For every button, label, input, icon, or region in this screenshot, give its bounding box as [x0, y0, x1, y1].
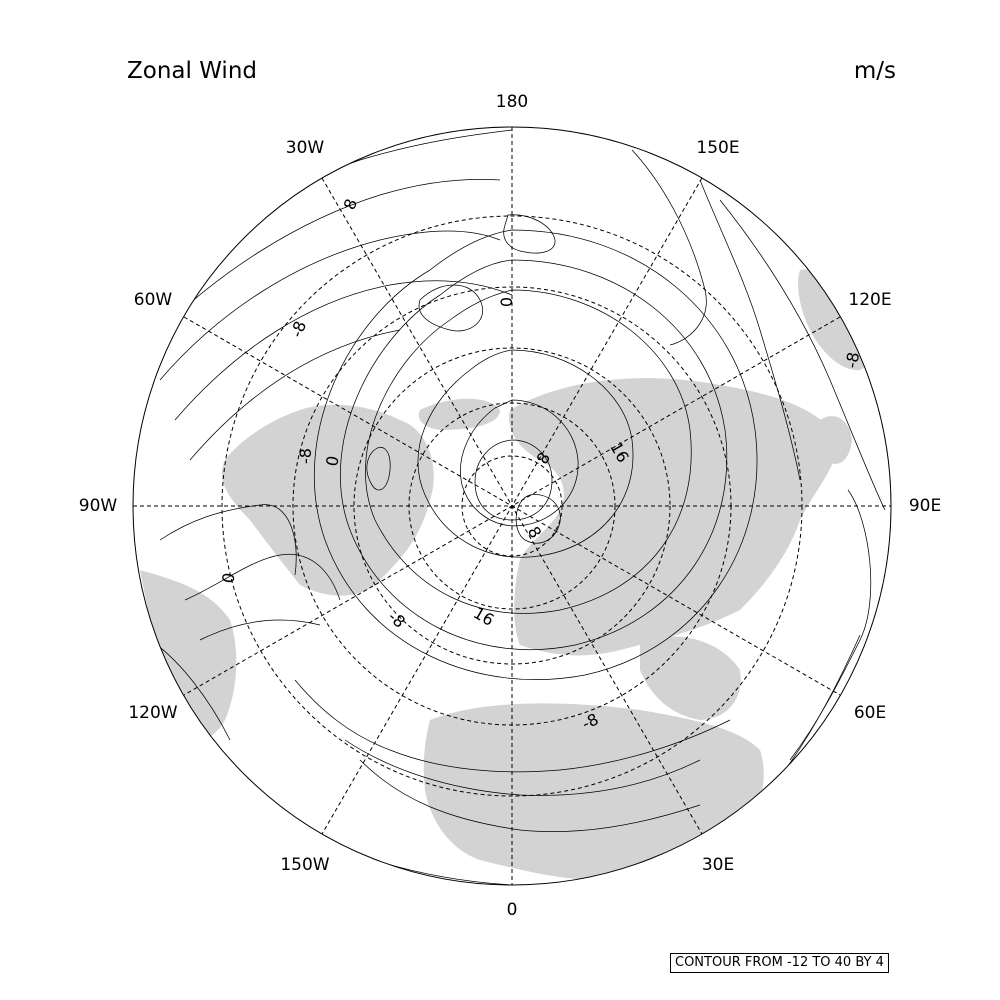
land-greenland — [380, 435, 427, 500]
units-label: m/s — [853, 58, 896, 84]
longitude-labels: 180 150E 120E 90E 60E 30E 0 30W 60W 90W … — [79, 92, 941, 920]
lon-label-60e: 60E — [854, 703, 886, 723]
lon-label-180: 180 — [496, 92, 528, 112]
contour-label: 0 — [497, 297, 516, 307]
land-eurasia — [509, 378, 840, 656]
lon-label-150e: 150E — [696, 138, 739, 158]
meridians — [133, 127, 891, 885]
contour-label: -8 — [287, 318, 310, 339]
contour-label: 0 — [218, 571, 238, 584]
land-japan — [820, 416, 852, 464]
contour-label: -8 — [296, 448, 315, 464]
lon-label-120e: 120E — [848, 290, 891, 310]
map-boundary — [132, 126, 892, 886]
lon-label-90w: 90W — [79, 496, 118, 516]
lon-label-90e: 90E — [909, 496, 941, 516]
contour-info-box: CONTOUR FROM -12 TO 40 BY 4 — [670, 953, 889, 973]
contour-label: -8 — [842, 351, 863, 370]
contour-lines — [139, 129, 886, 885]
contour-label: -8 — [384, 607, 408, 632]
contour-label: 8 — [340, 196, 361, 212]
contour-label: -8 — [579, 709, 601, 733]
contour-label: 16 — [470, 603, 497, 630]
land-masses — [140, 269, 880, 880]
land-arabia — [640, 636, 741, 720]
lon-label-30w: 30W — [286, 138, 325, 158]
land-east-asia — [798, 269, 880, 371]
land-south-america — [140, 570, 237, 739]
contour-label: 0 — [322, 454, 342, 467]
lon-label-0: 0 — [507, 900, 518, 920]
lon-label-120w: 120W — [128, 703, 177, 723]
lon-label-60w: 60W — [134, 290, 173, 310]
plot-title: Zonal Wind — [127, 58, 258, 84]
lon-label-150w: 150W — [280, 855, 329, 875]
land-north-america — [221, 404, 434, 596]
lon-label-30e: 30E — [702, 855, 734, 875]
